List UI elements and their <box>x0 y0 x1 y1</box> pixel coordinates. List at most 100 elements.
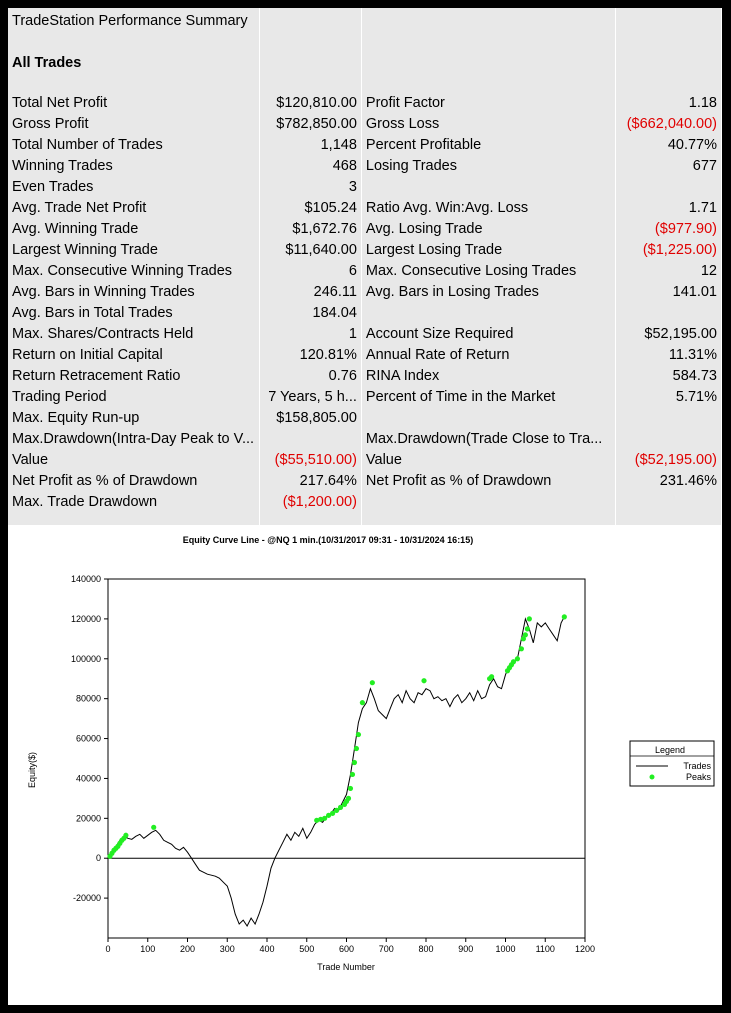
x-tick-label: 900 <box>458 944 473 954</box>
row-label: Value <box>361 450 616 471</box>
y-tick-label: 40000 <box>76 773 101 783</box>
row-value: ($55,510.00) <box>259 450 362 471</box>
y-tick-label: 60000 <box>76 734 101 744</box>
row-label: Value <box>8 450 260 471</box>
row-value: ($52,195.00) <box>615 450 722 471</box>
row-label: Percent Profitable <box>361 135 616 156</box>
row-label: Return Retracement Ratio <box>8 366 260 387</box>
peak-point <box>514 656 521 662</box>
axes: 0 100 200 300 400 500 600 700 800 900 1000 1100 1200… <box>71 574 595 954</box>
peak-point <box>123 832 129 838</box>
row-label: Account Size Required <box>361 324 616 345</box>
row-value <box>615 408 722 429</box>
row-label <box>361 177 616 198</box>
table-row: Return Retracement Ratio 0.76 RINA Index 58… <box>8 366 722 387</box>
row-label: Profit Factor <box>361 93 616 114</box>
peak-point <box>355 731 362 738</box>
row-label: Losing Trades <box>361 156 616 177</box>
row-label: Avg. Bars in Winning Trades <box>8 282 260 303</box>
legend-trades-label: Trades <box>683 761 711 771</box>
peak-point <box>520 636 526 642</box>
row-label: RINA Index <box>361 366 616 387</box>
row-label: Max.Drawdown(Intra-Day Peak to V... <box>8 429 260 450</box>
row-value: 1 <box>259 324 362 345</box>
row-value: 1.71 <box>615 198 722 219</box>
legend-title: Legend <box>655 745 685 755</box>
x-tick-label: 200 <box>180 944 195 954</box>
row-value <box>615 177 722 198</box>
peak-point <box>524 626 530 632</box>
table-row: Max. Shares/Contracts Held 1 Account Size … <box>8 324 722 345</box>
y-tick-label: 140000 <box>71 574 101 584</box>
y-tick-label: 20000 <box>76 813 101 823</box>
peak-point <box>314 817 320 823</box>
table-row: Max. Equity Run-up $158,805.00 <box>8 408 722 429</box>
row-label: Percent of Time in the Market <box>361 387 616 408</box>
y-axis-label: Equity($) <box>27 752 37 788</box>
y-tick-label: 120000 <box>71 614 101 624</box>
equity-curve-panel: Equity Curve Line - @NQ 1 min.(10/31/201… <box>8 525 722 1005</box>
table-row: Value ($55,510.00) Value ($52,195.00) <box>8 450 722 471</box>
table-row: Avg. Bars in Winning Trades 246.11 Avg. Ba… <box>8 282 722 303</box>
x-tick-label: 800 <box>418 944 433 954</box>
x-tick-label: 100 <box>140 944 155 954</box>
plot-area <box>107 578 586 939</box>
report-title: TradeStation Performance Summary <box>8 8 260 34</box>
row-value: $11,640.00 <box>259 240 362 261</box>
peak-point <box>326 812 332 818</box>
row-value <box>615 492 722 513</box>
x-tick-label: 1100 <box>536 944 555 954</box>
row-value: 468 <box>259 156 362 177</box>
row-value: ($1,225.00) <box>615 240 722 261</box>
row-label: Avg. Bars in Losing Trades <box>361 282 616 303</box>
peak-point <box>522 632 528 638</box>
chart-title: Equity Curve Line - @NQ 1 min.(10/31/201… <box>182 535 474 545</box>
row-value: 7 Years, 5 h... <box>259 387 362 408</box>
row-value: 11.31% <box>615 345 722 366</box>
peak-point <box>359 700 365 706</box>
row-value: $105.24 <box>259 198 362 219</box>
peak-point <box>337 804 344 810</box>
legend-box: Legend Trades Peaks <box>629 740 715 787</box>
peak-point <box>345 795 352 801</box>
peak-point <box>351 759 358 766</box>
peak-point <box>353 745 360 752</box>
table-row: Even Trades 3 <box>8 177 722 198</box>
row-label: Avg. Trade Net Profit <box>8 198 260 219</box>
table-row: Max.Drawdown(Intra-Day Peak to V... Max.D… <box>8 429 722 450</box>
row-value <box>615 303 722 324</box>
x-tick-label: 700 <box>379 944 394 954</box>
peak-point <box>488 674 495 680</box>
x-tick-label: 0 <box>105 944 110 954</box>
row-label: Avg. Winning Trade <box>8 219 260 240</box>
y-tick-label: 80000 <box>76 694 101 704</box>
row-label: Max. Consecutive Winning Trades <box>8 261 260 282</box>
legend-peaks-label: Peaks <box>686 772 712 782</box>
row-label: Net Profit as % of Drawdown <box>361 471 616 492</box>
table-row: Total Net Profit $120,810.00 Profit Factor… <box>8 93 722 114</box>
table-row: Max. Consecutive Winning Trades 6 Max. Con… <box>8 261 722 282</box>
x-tick-label: 400 <box>259 944 274 954</box>
x-tick-label: 600 <box>339 944 354 954</box>
row-label: Total Net Profit <box>8 93 260 114</box>
row-label: Largest Losing Trade <box>361 240 616 261</box>
row-label <box>361 303 616 324</box>
table-row: Gross Profit $782,850.00 Gross Loss ($662,0… <box>8 114 722 135</box>
equity-curve-chart: 0 100 200 300 400 500 600 700 800 900 1000 1100 1200… <box>27 574 715 972</box>
x-tick-label: 1200 <box>575 944 595 954</box>
row-value: 1.18 <box>615 93 722 114</box>
row-value: 0.76 <box>259 366 362 387</box>
row-value: $158,805.00 <box>259 408 362 429</box>
row-value: 40.77% <box>615 135 722 156</box>
row-value: 6 <box>259 261 362 282</box>
row-label <box>361 492 616 513</box>
legend-peaks-swatch <box>649 774 655 780</box>
peak-point <box>318 816 324 822</box>
table-row: Max. Trade Drawdown ($1,200.00) <box>8 492 722 513</box>
row-label: Max. Consecutive Losing Trades <box>361 261 616 282</box>
peak-point <box>561 614 567 620</box>
row-label: Max. Equity Run-up <box>8 408 260 429</box>
x-tick-label: 1000 <box>495 944 515 954</box>
row-label: Annual Rate of Return <box>361 345 616 366</box>
peak-point <box>526 616 532 622</box>
